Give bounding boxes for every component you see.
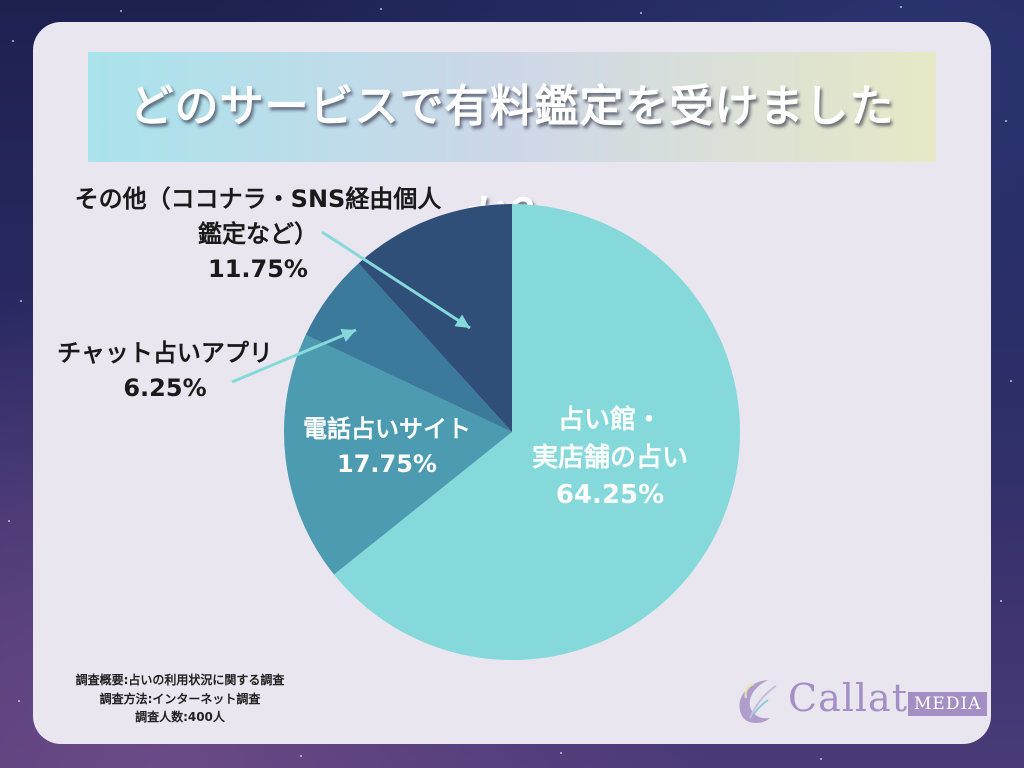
survey-footnote: 調査概要:占いの利用状況に関する調査 調査方法:インターネット調査 調査人数:4… bbox=[40, 671, 320, 727]
callout-arrow-chat bbox=[231, 328, 357, 384]
callat-media-logo: Callat MEDIA bbox=[728, 672, 988, 728]
label-other-line2: 鑑定など） bbox=[198, 219, 318, 248]
logo-wordmark: Callat bbox=[788, 676, 908, 720]
callout-arrow-other bbox=[321, 230, 471, 330]
label-phone-fortune: 電話占いサイト 17.75% bbox=[282, 412, 492, 482]
label-fortune-house: 占い館・ 実店舗の占い 64.25% bbox=[520, 402, 700, 515]
footnote-sample: 調査人数:400人 bbox=[135, 710, 225, 725]
crescent-feather-icon bbox=[739, 680, 777, 723]
label-chat-app-value: 6.25% bbox=[123, 373, 207, 402]
footnote-overview: 調査概要:占いの利用状況に関する調査 bbox=[75, 673, 285, 687]
pie-slice-fortune-house bbox=[334, 204, 741, 660]
label-chat-app: チャット占いアプリ 6.25% bbox=[30, 336, 300, 406]
label-phone-fortune-value: 17.75% bbox=[337, 449, 437, 478]
label-fortune-house-line2: 実店舗の占い bbox=[531, 442, 688, 473]
label-other-value: 11.75% bbox=[208, 254, 308, 283]
label-fortune-house-value: 64.25% bbox=[555, 480, 665, 511]
label-other-line1: その他（ココナラ・SNS経由個人 bbox=[74, 185, 442, 213]
label-chat-app-line1: チャット占いアプリ bbox=[57, 339, 273, 367]
pie-slice-phone bbox=[284, 334, 512, 575]
pie-slice-chat bbox=[305, 263, 512, 432]
label-other: その他（ココナラ・SNS経由個人 鑑定など） 11.75% bbox=[48, 182, 468, 286]
label-fortune-house-line1: 占い館・ bbox=[557, 405, 662, 435]
footnote-method: 調査方法:インターネット調査 bbox=[99, 691, 261, 706]
title-banner bbox=[88, 52, 936, 162]
label-phone-fortune-line1: 電話占いサイト bbox=[303, 415, 471, 443]
chart-title: どのサービスで有料鑑定を受けましたか？ bbox=[129, 81, 895, 242]
logo-badge: MEDIA bbox=[908, 692, 988, 716]
pie-slice-other bbox=[358, 204, 512, 432]
